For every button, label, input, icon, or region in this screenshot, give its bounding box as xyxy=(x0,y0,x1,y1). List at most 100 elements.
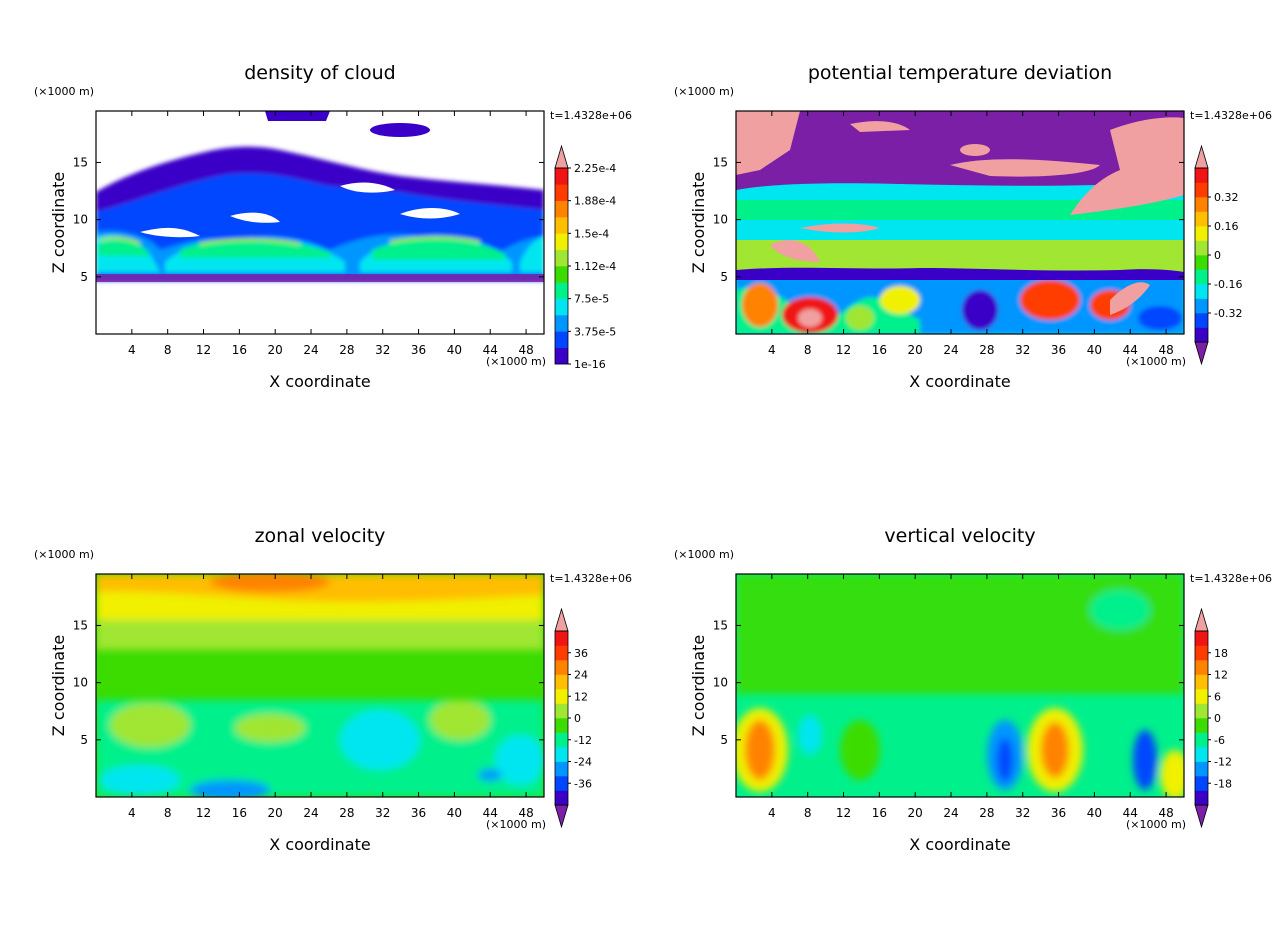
cloud-density-field xyxy=(96,111,544,334)
x-tick-label: 40 xyxy=(1087,806,1102,820)
x-tick-label: 8 xyxy=(164,806,172,820)
x-tick-label: 20 xyxy=(268,343,283,357)
y-tick-label: 15 xyxy=(73,618,88,632)
x-tick-label: 24 xyxy=(943,343,958,357)
x-tick-label: 16 xyxy=(232,806,247,820)
colorbar-bin xyxy=(555,703,568,719)
colorbar-bin xyxy=(555,298,568,316)
x-tick-label: 24 xyxy=(303,806,318,820)
colorbar-bin xyxy=(1195,689,1208,704)
colorbar-label: 2.25e-4 xyxy=(574,162,616,175)
x-axis-label: X coordinate xyxy=(909,372,1010,391)
y-axis-label: Z coordinate xyxy=(689,172,708,273)
y-tick-label: 5 xyxy=(720,270,728,284)
colorbar-low-arrow xyxy=(554,804,569,829)
time-label: t=1.4328e+06 xyxy=(1190,572,1272,585)
y-unit-label: (×1000 m) xyxy=(674,85,734,98)
y-tick-label: 10 xyxy=(713,676,728,690)
y-unit-label: (×1000 m) xyxy=(674,548,734,561)
time-label: t=1.4328e+06 xyxy=(550,572,632,585)
y-tick-label: 10 xyxy=(73,676,88,690)
colorbar-bin xyxy=(1195,790,1208,806)
chart-title: zonal velocity xyxy=(255,525,386,547)
colorbar-bin xyxy=(555,249,568,267)
plot-frame xyxy=(735,573,1185,798)
plot-frame xyxy=(95,110,545,335)
colorbar: -18 -12 -6 0 6 12 18 xyxy=(1194,607,1232,829)
colorbar-label: 1.88e-4 xyxy=(574,195,616,208)
colorbar-label: -12 xyxy=(574,734,592,747)
colorbar-bin xyxy=(555,200,568,218)
x-tick-label: 12 xyxy=(836,343,851,357)
x-tick-label: 20 xyxy=(908,343,923,357)
x-tick-label: 4 xyxy=(768,343,776,357)
colorbar-label: 24 xyxy=(574,669,588,682)
axes-layer: density of cloud (×1000 m) (×1000 m) t=1.43… xyxy=(34,62,1272,854)
colorbar-label: 0.16 xyxy=(1214,220,1239,233)
x-tick-label: 32 xyxy=(1015,806,1030,820)
x-tick-label: 28 xyxy=(979,806,994,820)
colorbar-high-arrow xyxy=(554,144,569,169)
colorbar-bin xyxy=(1195,776,1208,791)
x-tick-label: 32 xyxy=(375,806,390,820)
y-axis-label: Z coordinate xyxy=(49,635,68,736)
colorbar-bin xyxy=(1195,703,1208,719)
colorbar: -0.32 -0.16 0 0.16 0.32 xyxy=(1194,144,1242,366)
colorbar-bin xyxy=(555,315,568,332)
colorbar-bin xyxy=(1195,182,1208,198)
colorbar-bin xyxy=(1195,761,1208,777)
x-tick-label: 24 xyxy=(303,343,318,357)
colorbar-high-arrow xyxy=(1194,144,1209,169)
x-tick-label: 48 xyxy=(518,343,533,357)
x-tick-label: 44 xyxy=(1123,806,1138,820)
colorbar-bin xyxy=(1195,631,1208,646)
x-tick-label: 32 xyxy=(375,343,390,357)
x-tick-label: 48 xyxy=(1158,343,1173,357)
colorbar-bin xyxy=(555,347,568,365)
y-tick-label: 15 xyxy=(73,155,88,169)
colorbar: 1e-16 3.75e-5 7.5e-5 1.12e-4 1.5e-4 1.88e-4 2.… xyxy=(554,144,616,371)
x-tick-label: 28 xyxy=(339,343,354,357)
x-tick-label: 44 xyxy=(1123,343,1138,357)
x-tick-label: 20 xyxy=(268,806,283,820)
x-tick-label: 12 xyxy=(196,806,211,820)
x-tick-label: 8 xyxy=(804,806,812,820)
x-tick-label: 28 xyxy=(979,343,994,357)
y-tick-label: 10 xyxy=(713,213,728,227)
colorbar-high-arrow xyxy=(554,607,569,632)
colorbar-label: 6 xyxy=(1214,690,1221,703)
colorbar-bin xyxy=(1195,240,1208,256)
colorbar-label: 3.75e-5 xyxy=(574,325,616,338)
colorbar-bin xyxy=(1195,255,1208,270)
vertical-velocity-field xyxy=(736,574,1184,797)
x-unit-label: (×1000 m) xyxy=(1126,818,1186,831)
plot-frame xyxy=(735,110,1185,335)
colorbar-bin xyxy=(1195,168,1208,183)
x-tick-label: 4 xyxy=(768,806,776,820)
y-tick-label: 15 xyxy=(713,155,728,169)
colorbar-bin xyxy=(1195,645,1208,661)
colorbar-bin xyxy=(555,732,568,748)
x-tick-label: 12 xyxy=(836,806,851,820)
x-tick-label: 16 xyxy=(872,806,887,820)
colorbar-bin xyxy=(555,631,568,646)
colorbar-label: 0 xyxy=(574,712,581,725)
x-tick-label: 20 xyxy=(908,806,923,820)
colorbar-bin xyxy=(1195,284,1208,299)
colorbar-label: -18 xyxy=(1214,777,1232,790)
colorbar-label: -12 xyxy=(1214,756,1232,769)
x-tick-label: 44 xyxy=(483,343,498,357)
y-tick-label: 10 xyxy=(73,213,88,227)
x-unit-label: (×1000 m) xyxy=(486,818,546,831)
colorbar-bin xyxy=(555,266,568,283)
x-unit-label: (×1000 m) xyxy=(1126,355,1186,368)
colorbar-bin xyxy=(1195,747,1208,762)
colorbar-bin xyxy=(555,761,568,777)
x-tick-label: 40 xyxy=(1087,343,1102,357)
x-tick-label: 40 xyxy=(447,343,462,357)
colorbar-label: 1.5e-4 xyxy=(574,227,609,240)
x-tick-label: 12 xyxy=(196,343,211,357)
colorbar-label: 12 xyxy=(1214,669,1228,682)
x-tick-label: 36 xyxy=(1051,806,1066,820)
